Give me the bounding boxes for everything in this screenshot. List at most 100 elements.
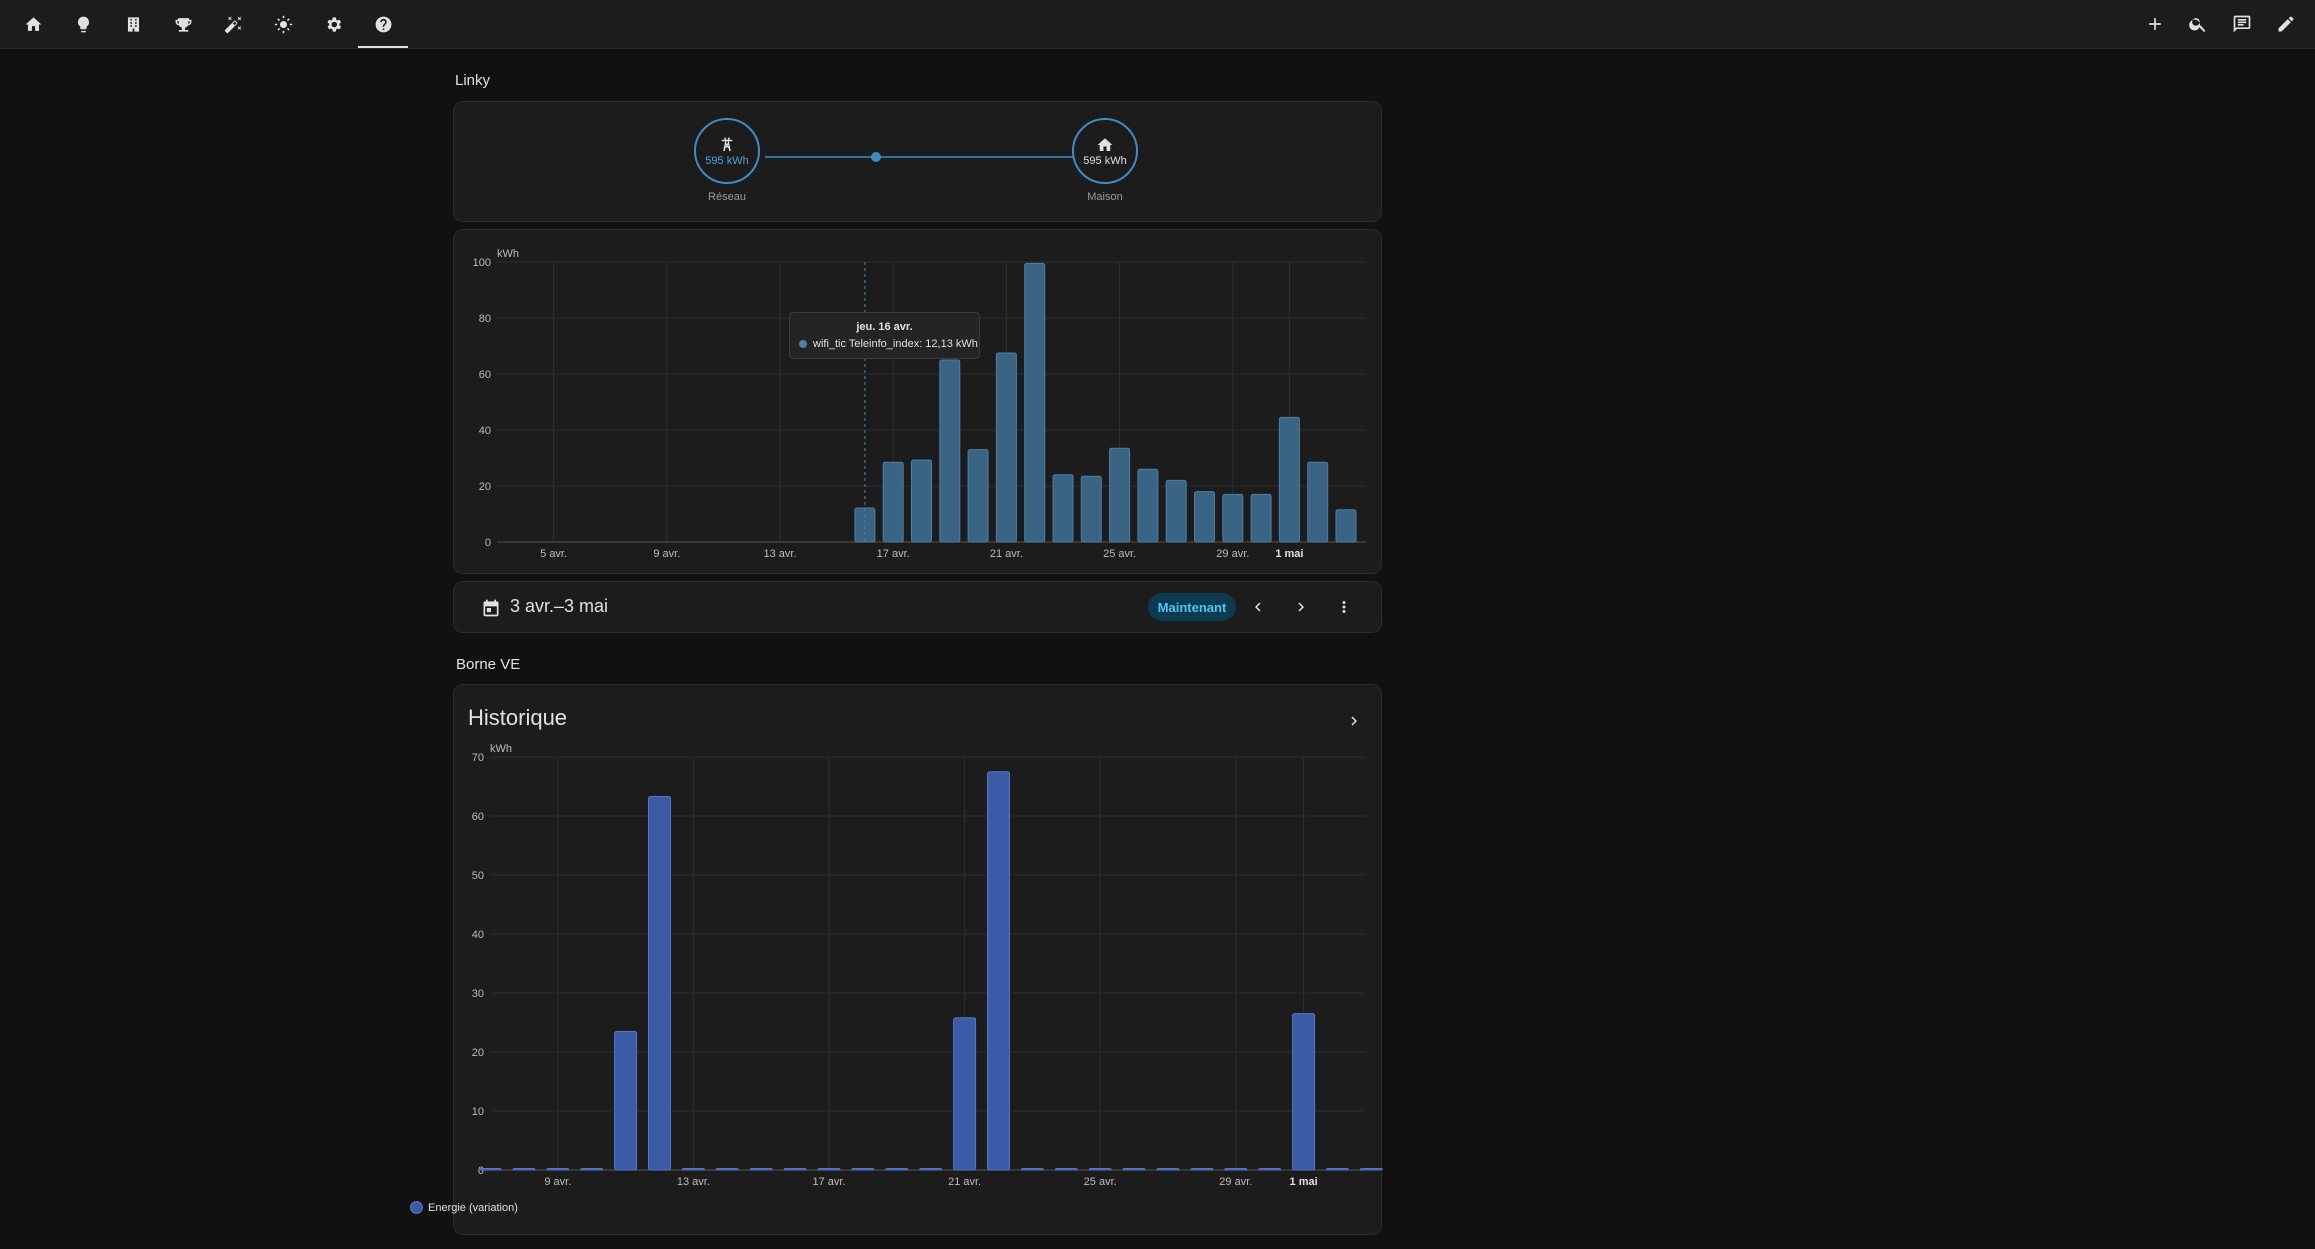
edit-button[interactable] xyxy=(2264,0,2308,48)
bar xyxy=(1156,1168,1180,1171)
y-tick-label: 100 xyxy=(473,257,491,269)
bar xyxy=(995,352,1017,543)
y-tick-label: 60 xyxy=(479,369,491,381)
bar xyxy=(911,459,932,543)
calendar-icon xyxy=(483,599,499,617)
bar xyxy=(1109,447,1131,543)
bar xyxy=(1307,461,1329,543)
bar xyxy=(749,1168,773,1171)
bar xyxy=(1222,493,1244,543)
date-range-label[interactable]: 3 avr.–3 mai xyxy=(510,596,609,616)
tab-home[interactable] xyxy=(8,0,58,48)
grid-label: Réseau xyxy=(708,191,746,203)
bar xyxy=(1020,1168,1044,1171)
next-period-button[interactable] xyxy=(1287,593,1315,621)
bar xyxy=(1024,262,1046,543)
bar xyxy=(1326,1168,1349,1171)
y-tick-label: 70 xyxy=(472,752,484,764)
tab-lights[interactable] xyxy=(58,0,108,48)
x-tick-label: 1 mai xyxy=(1290,1176,1318,1188)
chart-legend[interactable]: Energie (variation) xyxy=(410,1201,518,1214)
assist-button[interactable] xyxy=(2220,0,2264,48)
x-tick-label: 13 avr. xyxy=(763,548,796,560)
bar xyxy=(512,1168,536,1171)
tooltip-date: jeu. 16 avr. xyxy=(856,321,913,333)
gear-icon xyxy=(326,16,341,32)
y-tick-label: 40 xyxy=(479,425,491,437)
y-axis-unit: kWh xyxy=(497,248,519,260)
section-title-linky: Linky xyxy=(455,72,491,89)
bar xyxy=(614,1030,638,1171)
magic-wand-icon xyxy=(224,16,241,33)
chevron-right-icon xyxy=(1351,716,1357,726)
bar xyxy=(1278,416,1300,543)
home-icon xyxy=(1097,137,1113,151)
search-button[interactable] xyxy=(2176,0,2220,48)
y-tick-label: 20 xyxy=(479,481,491,493)
bar xyxy=(1250,493,1272,543)
plus-icon xyxy=(2149,18,2161,30)
tooltip-series-dot xyxy=(799,340,807,348)
chart-tooltip: jeu. 16 avr. wifi_tic Teleinfo_index: 12… xyxy=(789,312,980,359)
add-button[interactable] xyxy=(2133,0,2177,48)
bar xyxy=(1194,491,1215,543)
previous-period-button[interactable] xyxy=(1244,593,1272,621)
x-tick-label: 21 avr. xyxy=(948,1176,981,1188)
grid-node[interactable]: 595 kWh xyxy=(694,118,760,184)
legend-label: Energie (variation) xyxy=(428,1201,518,1214)
bar xyxy=(817,1168,841,1171)
home-node[interactable]: 595 kWh xyxy=(1072,118,1138,184)
more-options-button[interactable] xyxy=(1330,593,1358,621)
bar xyxy=(851,1168,875,1171)
y-tick-label: 60 xyxy=(472,811,484,823)
x-tick-label: 17 avr. xyxy=(812,1176,845,1188)
home-value: 595 kWh xyxy=(1083,154,1127,167)
history-more-button[interactable] xyxy=(1340,707,1368,735)
tooltip-text: wifi_tic Teleinfo_index: 12,13 kWh xyxy=(813,338,978,350)
bar xyxy=(1165,479,1187,543)
tab-settings[interactable] xyxy=(308,0,358,48)
chevron-left-icon xyxy=(1255,602,1261,612)
bar xyxy=(987,771,1010,1171)
tab-trophy[interactable] xyxy=(158,0,208,48)
bar xyxy=(885,1168,909,1171)
x-tick-label: 29 avr. xyxy=(1219,1176,1252,1188)
y-tick-label: 80 xyxy=(479,313,491,325)
help-icon xyxy=(375,16,391,32)
bar xyxy=(967,449,989,543)
bar xyxy=(939,359,961,543)
home-icon xyxy=(25,16,41,31)
lightbulb-icon xyxy=(77,16,89,32)
x-tick-label: 1 mai xyxy=(1275,548,1303,560)
bar xyxy=(1137,468,1159,543)
home-label: Maison xyxy=(1087,191,1123,203)
legend-swatch xyxy=(410,1201,423,1214)
bar xyxy=(546,1168,570,1171)
now-button[interactable]: Maintenant xyxy=(1148,593,1236,621)
y-tick-label: 10 xyxy=(472,1106,484,1118)
bar xyxy=(1052,474,1074,543)
tab-building[interactable] xyxy=(108,0,158,48)
x-tick-label: 9 avr. xyxy=(653,548,680,560)
tab-automation[interactable] xyxy=(208,0,258,48)
grid-value: 595 kWh xyxy=(705,154,749,167)
building-icon xyxy=(127,16,139,32)
bar xyxy=(882,461,904,543)
pencil-icon xyxy=(2278,16,2294,32)
tab-help[interactable] xyxy=(358,0,408,48)
tab-sun[interactable] xyxy=(258,0,308,48)
x-tick-label: 29 avr. xyxy=(1216,548,1249,560)
dots-vertical-icon xyxy=(1342,601,1346,613)
bar xyxy=(648,796,671,1171)
sun-icon xyxy=(274,15,292,33)
y-tick-label: 0 xyxy=(478,1165,484,1177)
flow-dot xyxy=(871,152,881,162)
y-axis-unit: kWh xyxy=(490,743,512,755)
trophy-icon xyxy=(175,17,191,32)
energy-flow-card: 595 kWh Réseau 595 kWh Maison xyxy=(453,101,1382,222)
bar xyxy=(1359,1168,1383,1171)
x-tick-label: 9 avr. xyxy=(544,1176,571,1188)
y-tick-label: 50 xyxy=(472,870,484,882)
